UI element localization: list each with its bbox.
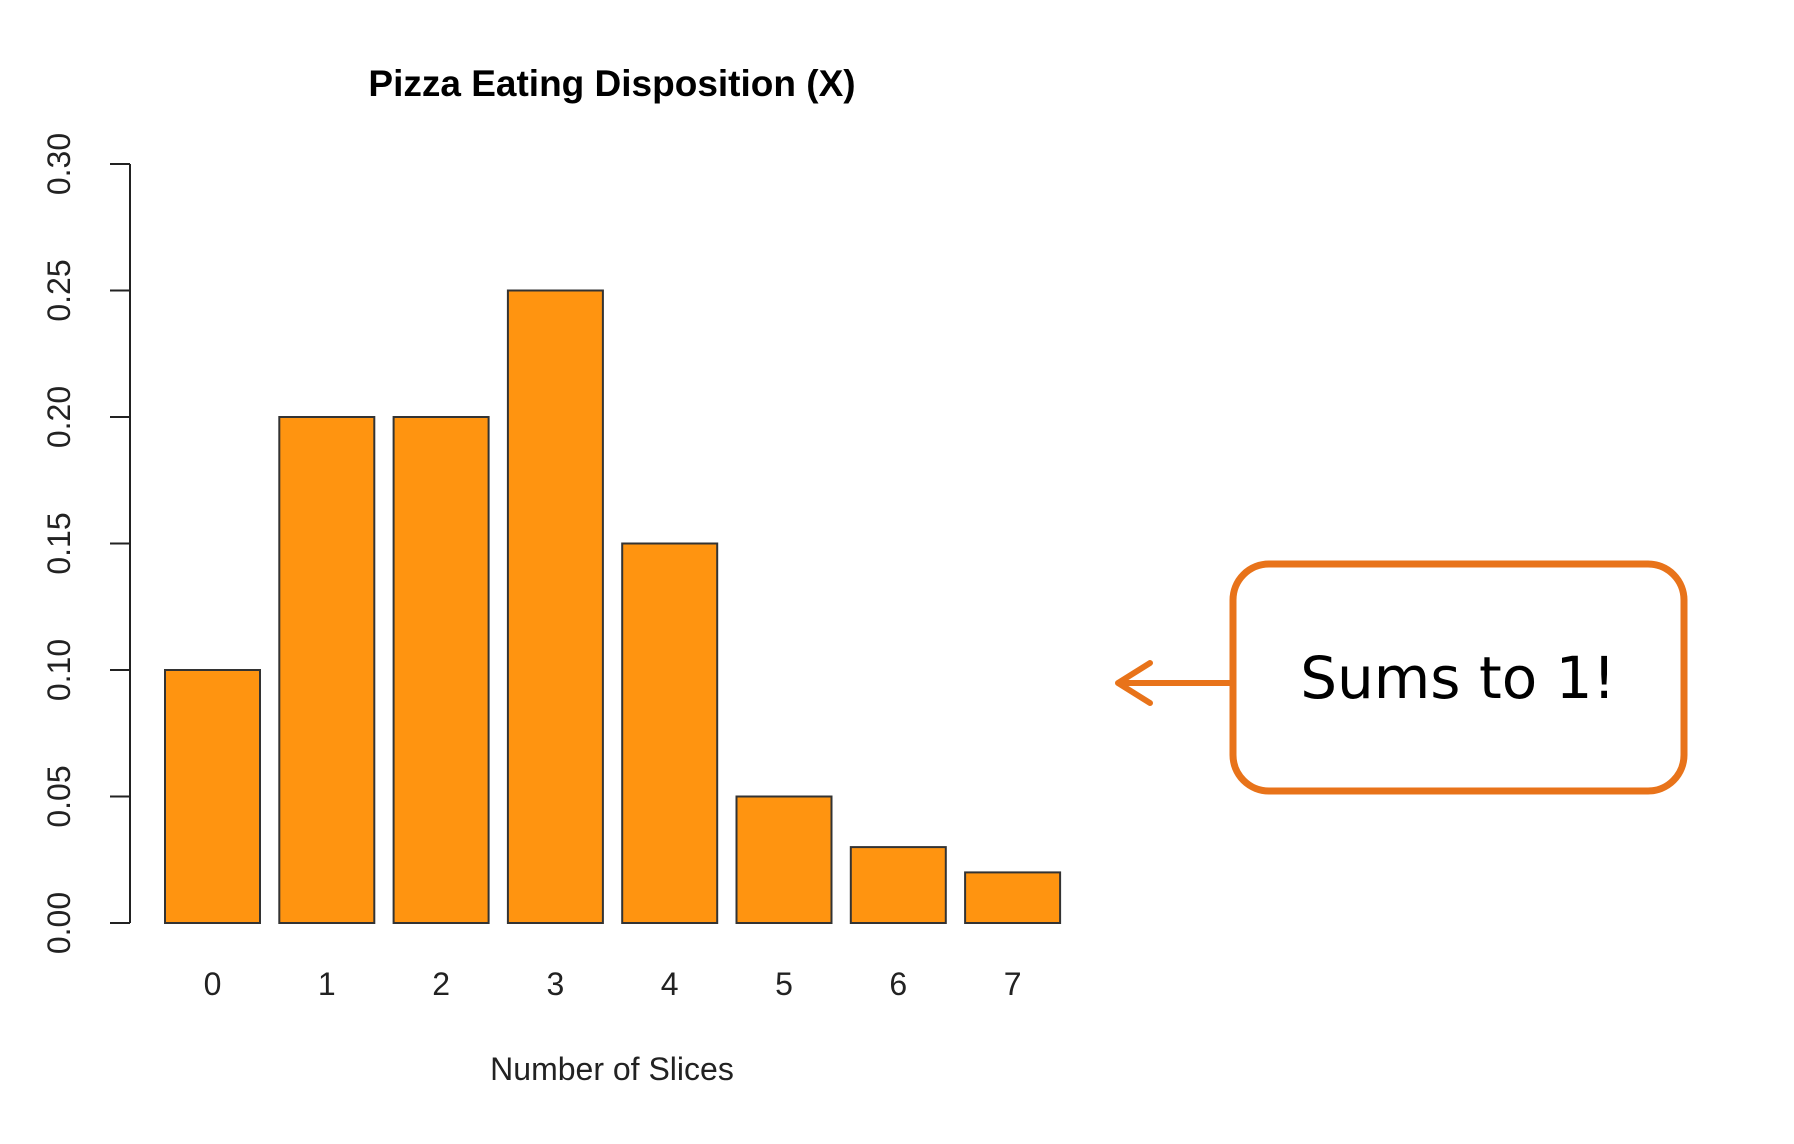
- x-tick-label: 3: [547, 966, 565, 1002]
- callout: Sums to 1!: [1115, 560, 1688, 795]
- y-tick-label: 0.15: [41, 512, 77, 574]
- bar: [506, 289, 604, 924]
- x-axis-label: Number of Slices: [490, 1051, 734, 1087]
- y-tick-label: 0.10: [41, 639, 77, 701]
- x-tick-label: 0: [204, 966, 222, 1002]
- bar: [964, 871, 1062, 925]
- y-tick-label: 0.25: [41, 259, 77, 321]
- y-axis: 0.00 0.05 0.10 0.15 0.20 0.25 0.30: [41, 133, 131, 954]
- bar: [849, 846, 947, 924]
- x-tick-label: 2: [432, 966, 450, 1002]
- callout-text: Sums to 1!: [1300, 644, 1616, 712]
- bar: [621, 542, 719, 924]
- x-tick-label: 1: [318, 966, 336, 1002]
- bar: [735, 795, 833, 924]
- chart-title: Pizza Eating Disposition (X): [368, 63, 855, 104]
- bar: [392, 416, 490, 924]
- y-tick-label: 0.20: [41, 386, 77, 448]
- callout-box: [1229, 560, 1688, 795]
- bar: [164, 669, 261, 924]
- x-tick-label: 7: [1004, 966, 1022, 1002]
- x-axis-tick-labels: 0 1 2 3 4 5 6 7: [204, 966, 1022, 1002]
- x-tick-label: 4: [661, 966, 679, 1002]
- y-tick-label: 0.30: [41, 133, 77, 195]
- callout-arrow-icon: [1115, 660, 1236, 706]
- y-tick-label: 0.00: [41, 892, 77, 954]
- x-tick-label: 5: [775, 966, 793, 1002]
- bars: [164, 289, 1062, 925]
- bar: [278, 416, 376, 924]
- y-tick-label: 0.05: [41, 765, 77, 827]
- x-tick-label: 6: [889, 966, 907, 1002]
